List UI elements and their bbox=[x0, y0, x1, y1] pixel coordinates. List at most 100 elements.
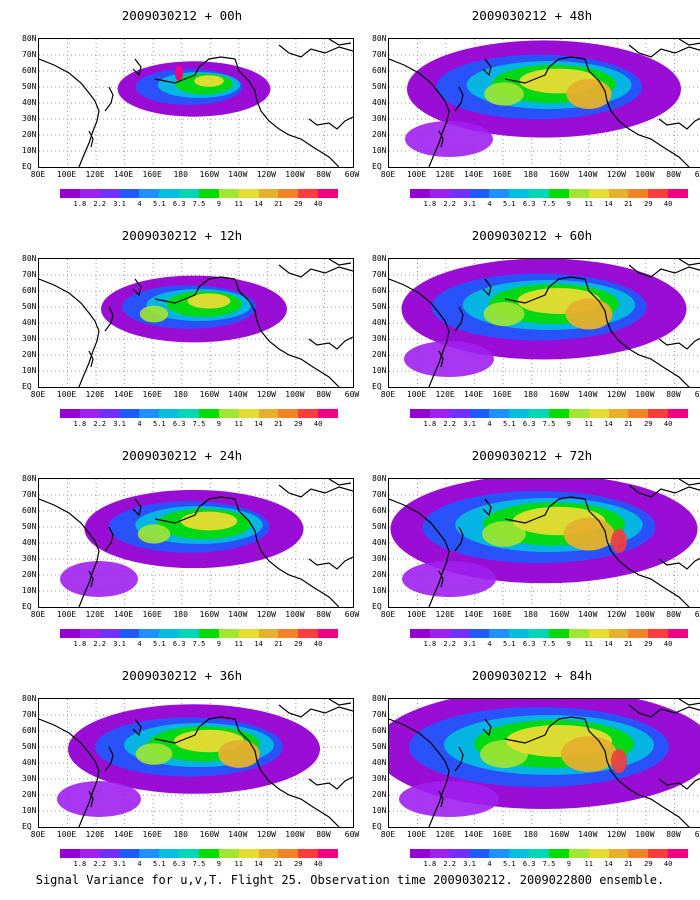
longitude-label: 180 bbox=[523, 390, 538, 399]
colorbar-swatch bbox=[668, 629, 689, 638]
colorbar-tick-label: 1.8 bbox=[73, 640, 87, 648]
longitude-label: 140E bbox=[113, 610, 134, 619]
colorbar-tick-label: 4 bbox=[487, 200, 492, 208]
variance-region bbox=[194, 75, 224, 87]
variance-region bbox=[484, 82, 524, 106]
map-plot bbox=[39, 479, 353, 607]
latitude-label: 30N bbox=[372, 554, 387, 563]
coastline bbox=[234, 498, 340, 607]
coastline bbox=[104, 526, 114, 552]
colorbar-swatch bbox=[668, 849, 689, 858]
colorbar-tick-label: 21 bbox=[624, 860, 633, 868]
colorbar-swatch bbox=[278, 849, 299, 858]
panel-title: 2009030212 + 36h bbox=[121, 668, 243, 683]
longitude-label: 60W bbox=[694, 390, 700, 399]
coastline bbox=[482, 58, 492, 77]
longitude-label: 120E bbox=[85, 170, 105, 179]
longitude-label: 140W bbox=[228, 390, 248, 399]
longitude-label: 160W bbox=[199, 170, 219, 179]
colorbar-swatch bbox=[489, 849, 510, 858]
colorbar-labels: 1.8 2.2 3.1 4 5.1 6.3 7.5 9 11 14 21 29 40 bbox=[60, 200, 338, 210]
map-area bbox=[388, 698, 700, 828]
latitude-label: EQ bbox=[372, 602, 382, 611]
longitude-label: 160W bbox=[199, 390, 219, 399]
latitude-label: 70N bbox=[22, 490, 37, 499]
latitude-label: 60N bbox=[372, 286, 387, 295]
longitude-label: 100E bbox=[56, 390, 77, 399]
colorbar-swatch bbox=[139, 629, 160, 638]
colorbar-tick-label: 11 bbox=[584, 420, 593, 428]
latitude-label: 40N bbox=[22, 538, 37, 547]
longitude-label: 120E bbox=[85, 610, 105, 619]
latitude-label: 60N bbox=[372, 726, 387, 735]
colorbar-swatch bbox=[238, 629, 259, 638]
longitude-label: 120W bbox=[256, 170, 276, 179]
variance-region bbox=[399, 781, 499, 817]
longitude-label: 160E bbox=[142, 610, 162, 619]
colorbar-tick-label: 7.5 bbox=[192, 420, 206, 428]
colorbar-tick-label: 9 bbox=[216, 860, 221, 868]
latitude-label: 70N bbox=[372, 270, 387, 279]
colorbar-labels: 1.8 2.2 3.1 4 5.1 6.3 7.5 9 11 14 21 29 40 bbox=[60, 860, 338, 870]
coastline bbox=[389, 58, 450, 167]
colorbar-tick-label: 11 bbox=[584, 860, 593, 868]
colorbar-swatch bbox=[179, 409, 200, 418]
longitude-label: 120W bbox=[606, 610, 626, 619]
map-area bbox=[38, 478, 354, 608]
latitude-label: 40N bbox=[22, 758, 37, 767]
longitude-label: 120E bbox=[435, 170, 455, 179]
colorbar-swatch bbox=[429, 409, 450, 418]
longitude-label: 120E bbox=[85, 390, 105, 399]
map-plot bbox=[389, 479, 700, 607]
longitude-label: 140E bbox=[463, 170, 484, 179]
map-plot bbox=[389, 259, 700, 387]
longitude-label: 100W bbox=[635, 610, 655, 619]
longitude-label: 140E bbox=[113, 830, 134, 839]
colorbar-labels: 1.8 2.2 3.1 4 5.1 6.3 7.5 9 11 14 21 29 40 bbox=[60, 640, 338, 650]
colorbar-tick-label: 9 bbox=[566, 860, 571, 868]
longitude-label: 140E bbox=[113, 390, 134, 399]
colorbar bbox=[60, 409, 339, 418]
latitude-label: 80N bbox=[372, 34, 387, 43]
colorbar-tick-label: 3.1 bbox=[463, 640, 476, 648]
colorbar-swatch bbox=[199, 409, 219, 418]
colorbar-tick-label: 29 bbox=[294, 420, 303, 428]
colorbar-swatch bbox=[549, 629, 569, 638]
longitude-label: 80W bbox=[316, 830, 331, 839]
colorbar-tick-label: 11 bbox=[234, 860, 243, 868]
colorbar-swatch bbox=[489, 409, 510, 418]
colorbar-swatch bbox=[238, 849, 259, 858]
longitude-label: 60W bbox=[344, 610, 360, 619]
longitude-label: 120W bbox=[256, 390, 276, 399]
colorbar-swatch bbox=[410, 629, 430, 638]
colorbar-swatch bbox=[318, 189, 339, 198]
colorbar-tick-label: 6.3 bbox=[522, 420, 536, 428]
coastline bbox=[658, 777, 700, 790]
colorbar-swatch bbox=[318, 849, 339, 858]
latitude-label: EQ bbox=[22, 162, 32, 171]
colorbar-tick-label: 7.5 bbox=[542, 200, 556, 208]
map-plot bbox=[39, 39, 353, 167]
coastline bbox=[678, 699, 700, 706]
longitude-label: 80E bbox=[380, 170, 396, 179]
coastline bbox=[39, 498, 100, 607]
latitude-label: 20N bbox=[372, 130, 387, 139]
coastline bbox=[389, 498, 450, 607]
longitude-label: 60W bbox=[344, 170, 360, 179]
longitude-label: 180 bbox=[173, 830, 188, 839]
longitude-label: 80E bbox=[380, 390, 396, 399]
latitude-label: 40N bbox=[22, 318, 37, 327]
colorbar-tick-label: 40 bbox=[663, 860, 673, 868]
colorbar-tick-label: 1.8 bbox=[73, 860, 87, 868]
coastline bbox=[104, 86, 114, 112]
latitude-label: 20N bbox=[22, 570, 37, 579]
longitude-label: 160E bbox=[492, 390, 512, 399]
latitude-label: 10N bbox=[22, 146, 37, 155]
longitude-label: 160E bbox=[492, 830, 512, 839]
coastline bbox=[482, 498, 492, 517]
latitude-label: EQ bbox=[22, 822, 32, 831]
panel-title: 2009030212 + 84h bbox=[471, 668, 593, 683]
colorbar-tick-label: 29 bbox=[294, 200, 303, 208]
colorbar-tick-label: 5.1 bbox=[152, 200, 166, 208]
longitude-label: 100E bbox=[406, 610, 427, 619]
